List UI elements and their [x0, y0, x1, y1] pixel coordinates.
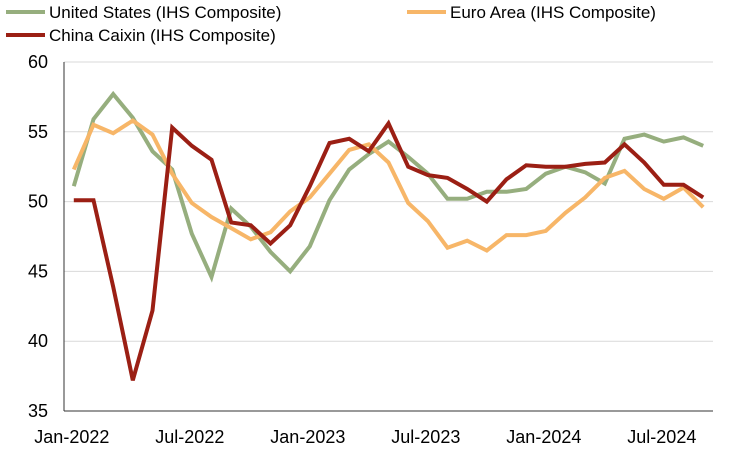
y-tick-label: 60: [28, 52, 48, 72]
x-tick-label: Jan-2022: [34, 427, 109, 447]
gridlines: [64, 61, 713, 342]
x-tick-label: Jul-2022: [155, 427, 224, 447]
y-tick-label: 40: [28, 331, 48, 351]
series-line-3: [73, 119, 705, 381]
legend-label-2: Euro Area (IHS Composite): [450, 3, 656, 22]
x-tick-label: Jul-2023: [391, 427, 460, 447]
series-line-2: [71, 118, 705, 253]
x-axis-tick-labels: Jan-2022 Jul-2022 Jan-2023 Jul-2023 Jan-2024…: [34, 427, 696, 447]
legend-label-3: China Caixin (IHS Composite): [49, 26, 276, 45]
x-tick-label: Jan-2023: [270, 427, 345, 447]
y-tick-label: 45: [28, 261, 48, 281]
axes: [63, 62, 713, 412]
legend-label-1: United States (IHS Composite): [49, 3, 281, 22]
y-tick-label: 50: [28, 192, 48, 212]
y-tick-label: 55: [28, 122, 48, 142]
legend: United States (IHS Composite) Euro Area (…: [6, 3, 656, 45]
x-tick-label: Jul-2024: [627, 427, 696, 447]
y-axis-tick-labels: 35 40 45 50 55 60: [28, 52, 48, 421]
series-lines: [71, 90, 705, 381]
series-line-1: [71, 90, 704, 283]
x-tick-label: Jan-2024: [506, 427, 581, 447]
y-tick-label: 35: [28, 401, 48, 421]
